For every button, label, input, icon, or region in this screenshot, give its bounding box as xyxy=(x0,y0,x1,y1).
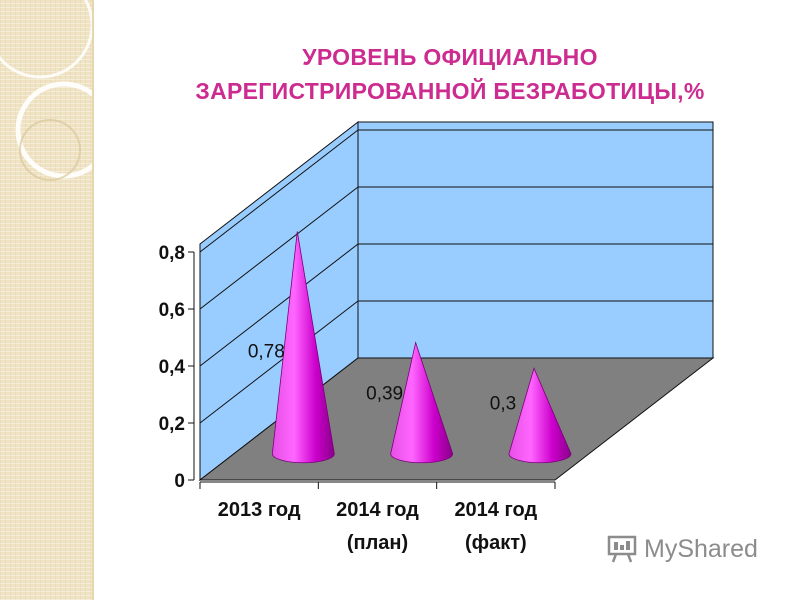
gridline-side xyxy=(199,129,359,253)
cone-bar xyxy=(390,341,454,464)
decorative-circles xyxy=(0,0,92,181)
y-tick-label: 0,2 xyxy=(159,414,185,435)
chart-title-line-2: ЗАРЕГИСТРИРОВАННОЙ БЕЗРАБОТИЦЫ,% xyxy=(195,78,705,104)
x-category-label: 2013 год xyxy=(218,499,301,521)
data-label: 0,78 xyxy=(248,341,285,362)
watermark: MyShared xyxy=(607,534,758,564)
decorative-side-panel xyxy=(0,0,94,600)
y-tick-label: 0,8 xyxy=(159,243,185,264)
gridline-side xyxy=(199,243,359,367)
y-tick-label: 0,4 xyxy=(159,357,186,378)
x-category-label: 2014 год xyxy=(336,499,419,521)
cone-bar xyxy=(508,367,572,464)
data-label: 0,3 xyxy=(490,393,516,414)
y-tick-label: 0,6 xyxy=(159,300,185,321)
watermark-text: MyShared xyxy=(644,534,758,563)
chart-title-line-1: УРОВЕНЬ ОФИЦИАЛЬНО xyxy=(302,44,598,70)
x-category-label: (факт) xyxy=(465,532,527,554)
x-category-label: (план) xyxy=(347,532,408,554)
presentation-icon xyxy=(607,535,637,563)
chart-back-wall xyxy=(357,121,714,359)
gridline-side xyxy=(199,186,359,310)
data-label: 0,39 xyxy=(366,384,403,405)
gridline-side xyxy=(199,300,359,424)
x-category-label: 2014 год xyxy=(454,499,537,521)
cone-bar xyxy=(271,231,335,464)
y-tick-label: 0 xyxy=(174,471,185,492)
